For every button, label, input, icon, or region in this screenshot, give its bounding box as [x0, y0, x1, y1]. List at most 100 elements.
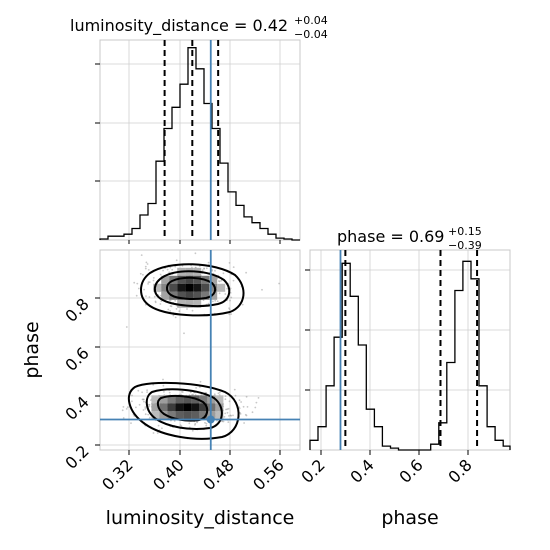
scatter-point: [168, 391, 171, 394]
scatter-point: [125, 408, 128, 410]
scatter-point: [137, 287, 140, 290]
scatter-point: [194, 422, 197, 425]
density-cell: [209, 275, 218, 284]
joint-ytick-label: 0.6: [61, 343, 92, 374]
scatter-point: [243, 422, 246, 424]
scatter-point: [148, 281, 151, 283]
joint-xtick-label: 0.48: [199, 455, 238, 494]
density-cell: [161, 291, 170, 300]
scatter-point: [125, 326, 128, 328]
density-cell: [183, 411, 192, 420]
scatter-point: [213, 393, 216, 396]
scatter-point: [147, 283, 150, 285]
lum-hist-title-upper: +0.04: [294, 14, 328, 27]
scatter-point: [257, 397, 260, 399]
scatter-point: [147, 269, 150, 271]
scatter-point: [140, 254, 143, 256]
scatter-point: [222, 420, 225, 423]
scatter-point: [223, 416, 226, 418]
joint-xtick-label: 0.56: [249, 455, 288, 494]
scatter-point: [224, 395, 227, 397]
scatter-point: [147, 413, 150, 416]
density-cell: [159, 395, 168, 404]
density-cell: [209, 291, 218, 300]
phase-hist-xlabel: phase: [381, 507, 438, 529]
density-cell: [177, 275, 186, 284]
lum-hist-title: luminosity_distance = 0.42: [70, 16, 288, 36]
density-cell: [193, 299, 202, 308]
phase-hist-title-text: phase = 0.69: [337, 227, 444, 246]
density-cell: [201, 291, 210, 300]
scatter-point: [148, 404, 151, 406]
scatter-point: [148, 296, 151, 298]
scatter-point: [233, 388, 236, 391]
scatter-point: [183, 332, 185, 335]
scatter-point: [174, 316, 177, 319]
density-cell: [209, 283, 218, 292]
scatter-point: [226, 408, 229, 411]
scatter-point: [220, 280, 222, 282]
scatter-point: [180, 393, 182, 396]
lum-hist-frame: [99, 39, 301, 241]
contour-upper-outer: [140, 263, 245, 317]
scatter-point: [156, 432, 159, 434]
joint-ticks: [95, 297, 281, 455]
scatter-point: [169, 310, 172, 312]
contour-lower-outer: [127, 381, 240, 440]
scatter-point: [160, 300, 163, 302]
scatter-point: [218, 292, 221, 295]
scatter-point: [181, 391, 184, 393]
scatter-point: [230, 296, 233, 299]
scatter-point: [175, 259, 178, 262]
density-cell: [199, 395, 208, 404]
scatter-point: [214, 299, 217, 302]
lum-hist-quantile-lines: [163, 40, 220, 240]
density-cell: [177, 299, 186, 308]
contour-upper-mid: [153, 270, 231, 308]
scatter-point: [147, 281, 150, 284]
scatter-point: [172, 314, 175, 317]
scatter-point: [162, 384, 165, 387]
scatter-point: [207, 302, 210, 305]
scatter-point: [153, 295, 156, 298]
density-cell: [169, 283, 178, 292]
scatter-point: [121, 409, 124, 412]
density-cell: [175, 395, 184, 404]
scatter-point: [169, 266, 172, 269]
density-cell: [159, 403, 168, 412]
density-cell: [153, 283, 162, 292]
density-cell: [215, 411, 224, 420]
joint-ytick-label: 0.2: [61, 441, 92, 472]
density-cell: [159, 411, 168, 420]
joint-xtick-labels: 0.32 0.40 0.48 0.56: [98, 455, 288, 494]
contour-upper-inner: [166, 276, 217, 300]
scatter-point: [230, 313, 233, 315]
phase-hist-title: phase = 0.69: [337, 227, 444, 246]
density-cell: [193, 291, 202, 300]
scatter-point: [214, 269, 216, 272]
density-cell: [151, 403, 160, 412]
scatter-point: [224, 412, 227, 415]
joint-xtick-label: 0.40: [149, 455, 188, 494]
scatter-point: [232, 266, 235, 268]
scatter-point: [130, 422, 132, 424]
scatter-point: [142, 273, 144, 276]
scatter-point: [174, 299, 177, 302]
scatter-point: [228, 400, 231, 403]
density-cell: [177, 283, 186, 292]
phase-hist-panel: phase = 0.69 +0.15 −0.39 0.2 0.4 0.6 0.8…: [297, 225, 511, 529]
scatter-point: [126, 406, 129, 409]
scatter-point: [188, 422, 191, 425]
scatter-point: [170, 305, 173, 308]
scatter-point: [232, 279, 235, 282]
joint-ytick-labels: 0.8 0.6 0.4 0.2: [61, 294, 92, 472]
scatter-point: [181, 264, 184, 267]
density-cell: [167, 395, 176, 404]
joint-ytick-label: 0.4: [61, 392, 92, 423]
scatter-point: [178, 310, 181, 313]
scatter-point: [191, 429, 194, 432]
joint-xlabel: luminosity_distance: [106, 507, 295, 529]
scatter-point: [191, 309, 194, 312]
scatter-point: [203, 267, 206, 270]
